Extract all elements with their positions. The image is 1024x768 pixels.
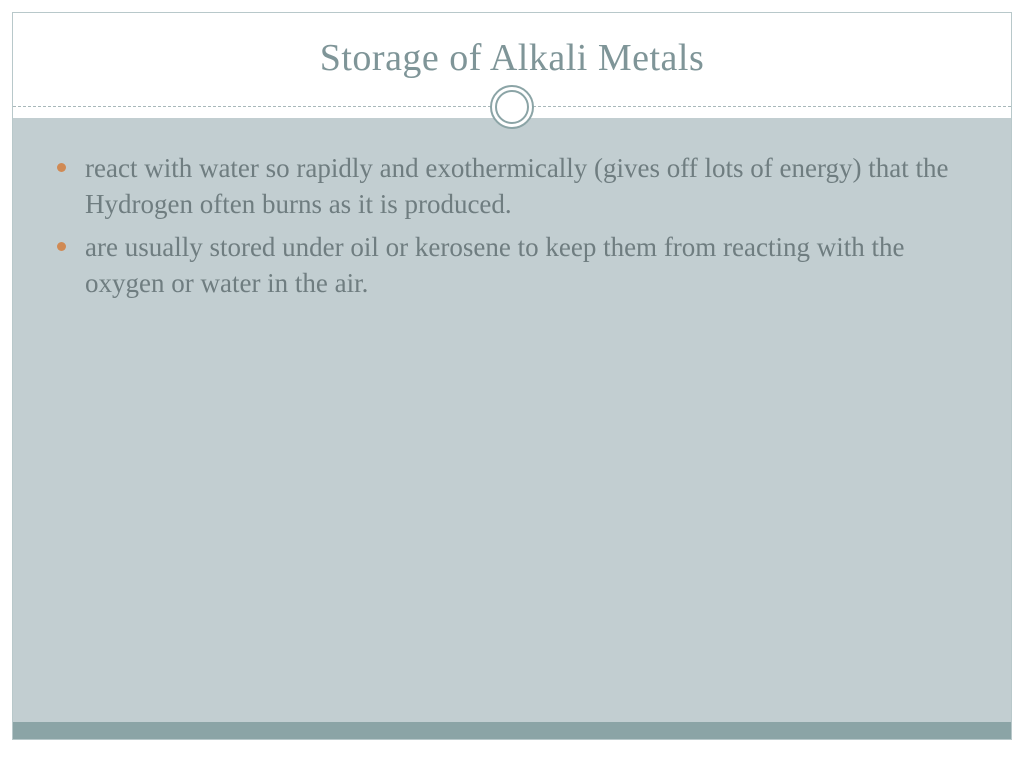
footer-accent-bar <box>13 722 1011 740</box>
decorative-circle-icon <box>489 84 535 130</box>
presentation-slide: Storage of Alkali Metals react with wate… <box>0 0 1024 768</box>
slide-body: react with water so rapidly and exotherm… <box>13 118 1011 722</box>
slide-title: Storage of Alkali Metals <box>12 36 1012 80</box>
list-item: react with water so rapidly and exotherm… <box>57 150 977 223</box>
list-item: are usually stored under oil or kerosene… <box>57 229 977 302</box>
bullet-list: react with water so rapidly and exotherm… <box>57 150 977 302</box>
